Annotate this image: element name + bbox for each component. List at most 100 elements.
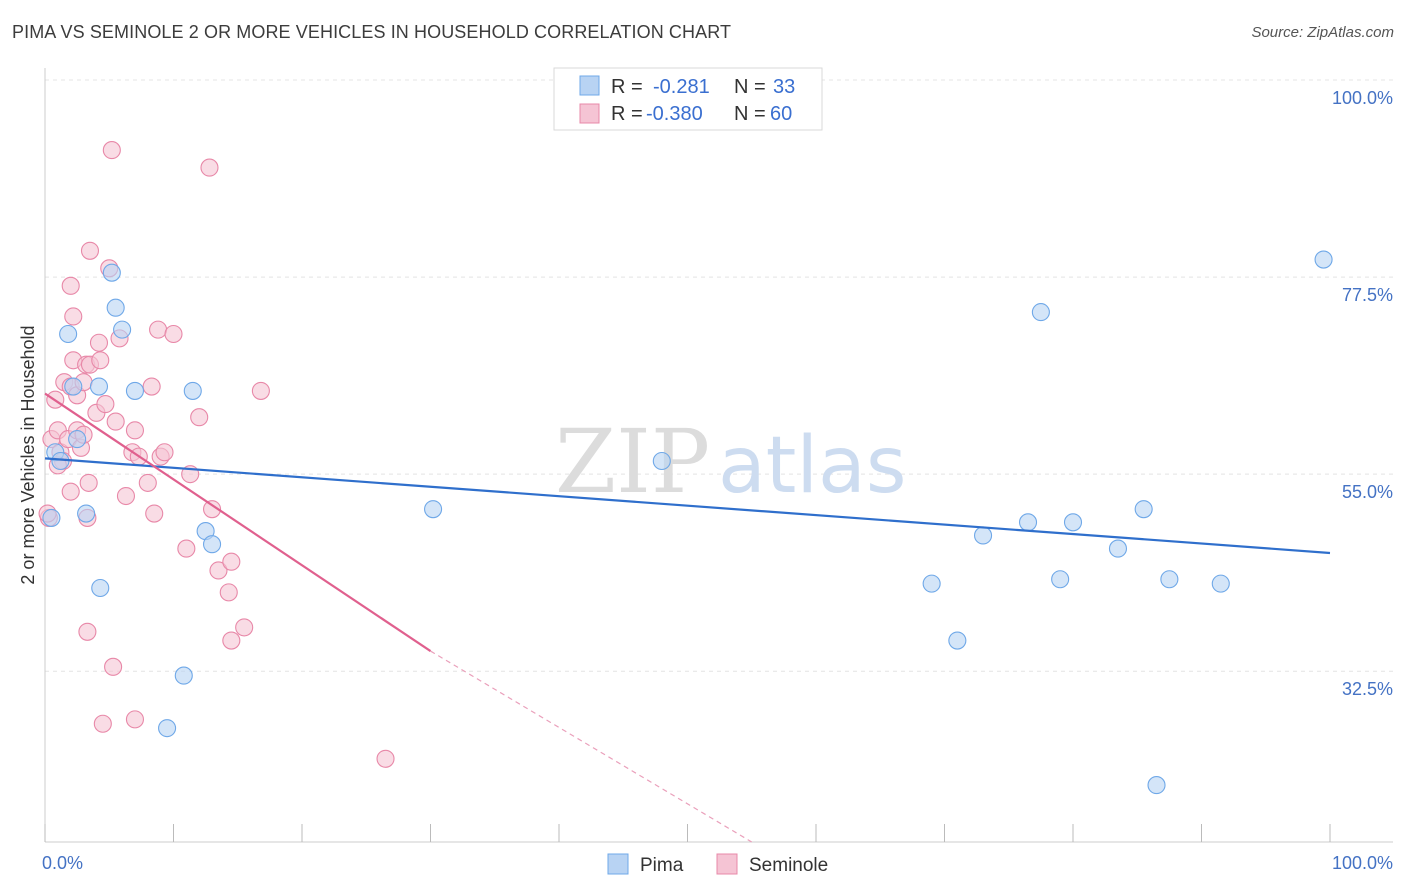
pima-point-21 <box>948 631 967 650</box>
pima-point-14 <box>174 666 193 685</box>
pima-point-23 <box>1018 513 1038 532</box>
seminole-point-49 <box>200 158 219 177</box>
chart-title: PIMA VS SEMINOLE 2 OR MORE VEHICLES IN H… <box>12 22 732 42</box>
legend-n-value-seminole: 60 <box>770 103 792 125</box>
seminole-point-46 <box>177 539 196 558</box>
pima-point-18 <box>424 500 443 519</box>
seminole-point-26 <box>91 351 110 370</box>
seminole-point-39 <box>138 473 157 492</box>
pima-point-20 <box>922 574 941 593</box>
bottom-legend: Pima Seminole <box>607 853 828 876</box>
watermark-zip: ZIP <box>555 410 710 513</box>
legend-r-value-pima: -0.281 <box>653 76 710 98</box>
x-tick-label-max: 100.0% <box>1332 853 1393 873</box>
pima-point-27 <box>1108 539 1128 558</box>
x-tick-labels: 0.0% 100.0% <box>42 853 1393 873</box>
seminole-point-50 <box>203 500 222 519</box>
legend-swatch-pima <box>579 75 600 96</box>
pima-point-30 <box>1160 570 1179 589</box>
bottom-legend-swatch-seminole <box>716 853 738 875</box>
seminole-point-40 <box>142 377 161 396</box>
seminole-point-44 <box>155 443 174 462</box>
bottom-legend-label-pima: Pima <box>640 855 684 876</box>
legend-n-label-pima: N = <box>734 76 766 98</box>
seminole-point-19 <box>78 622 97 641</box>
pima-point-29 <box>1147 776 1166 795</box>
pima-point-8 <box>91 578 110 598</box>
pima-point-9 <box>102 263 121 282</box>
pima-point-7 <box>89 377 109 396</box>
series-pima-points <box>42 250 1333 795</box>
seminole-point-28 <box>96 395 115 414</box>
pima-point-31 <box>1211 574 1230 593</box>
series-seminole-points <box>38 141 395 768</box>
legend-n-value-pima: 33 <box>773 76 795 98</box>
pima-point-28 <box>1134 500 1153 519</box>
bottom-legend-swatch-pima <box>607 853 629 875</box>
seminole-point-42 <box>149 320 168 339</box>
seminole-point-25 <box>89 333 109 352</box>
legend: R = -0.281 N = 33 R = -0.380 N = 60 <box>553 67 823 131</box>
pima-point-25 <box>1051 570 1070 589</box>
seminole-point-36 <box>125 421 144 440</box>
seminole-trend-extension <box>430 650 753 843</box>
legend-swatch-seminole <box>579 103 600 124</box>
seminole-point-34 <box>116 486 136 506</box>
seminole-point-31 <box>104 657 123 676</box>
pima-point-3 <box>59 324 78 344</box>
bottom-legend-label-seminole: Seminole <box>749 855 828 876</box>
grid-lines <box>45 79 1393 672</box>
pima-point-11 <box>113 320 132 339</box>
seminole-point-9 <box>61 276 80 295</box>
seminole-point-30 <box>102 141 121 160</box>
legend-r-label-pima: R = <box>611 76 643 98</box>
trend-lines <box>44 392 1331 843</box>
legend-r-label-seminole: R = <box>611 103 643 125</box>
seminole-point-32 <box>106 412 125 431</box>
pima-point-6 <box>77 504 96 523</box>
pima-point-32 <box>1314 250 1333 269</box>
seminole-point-54 <box>222 631 241 650</box>
legend-r-value-seminole: -0.380 <box>646 103 703 125</box>
seminole-point-21 <box>79 473 98 492</box>
x-tick-label-min: 0.0% <box>42 853 83 873</box>
y-axis-label: 2 or more Vehicles in Household <box>18 325 38 584</box>
seminole-trend-line <box>44 392 432 652</box>
seminole-point-11 <box>64 307 83 326</box>
watermark: ZIP atlas <box>555 410 907 513</box>
pima-point-19 <box>652 451 671 471</box>
y-tick-label-1: 77.5% <box>1342 285 1393 305</box>
pima-point-15 <box>183 381 202 400</box>
y-tick-labels: 100.0% 77.5% 55.0% 32.5% <box>1332 88 1393 699</box>
pima-point-10 <box>106 298 125 317</box>
seminole-point-23 <box>80 241 100 260</box>
seminole-point-37 <box>125 710 144 729</box>
seminole-point-55 <box>235 618 254 637</box>
seminole-point-51 <box>209 561 228 580</box>
y-tick-label-2: 55.0% <box>1342 482 1393 502</box>
pima-point-13 <box>158 719 177 738</box>
pima-point-22 <box>973 526 993 545</box>
seminole-point-45 <box>164 324 183 344</box>
chart-source: Source: ZipAtlas.com <box>1251 24 1394 41</box>
y-tick-label-3: 32.5% <box>1342 679 1393 699</box>
pima-point-5 <box>68 430 87 449</box>
pima-point-0 <box>42 508 61 527</box>
y-tick-label-0: 100.0% <box>1332 88 1393 108</box>
pima-point-12 <box>125 381 144 400</box>
seminole-point-8 <box>61 482 80 501</box>
pima-point-26 <box>1063 513 1083 532</box>
axes <box>44 68 1393 843</box>
seminole-point-27 <box>93 714 112 733</box>
seminole-point-56 <box>251 381 270 400</box>
seminole-point-48 <box>190 408 209 427</box>
pima-trend-line <box>44 457 1331 555</box>
seminole-point-53 <box>222 552 241 571</box>
seminole-point-57 <box>376 749 395 768</box>
watermark-atlas: atlas <box>718 421 907 511</box>
pima-point-4 <box>64 377 83 396</box>
seminole-point-41 <box>145 504 164 523</box>
legend-n-label-seminole: N = <box>734 103 766 125</box>
pima-point-24 <box>1031 303 1050 322</box>
